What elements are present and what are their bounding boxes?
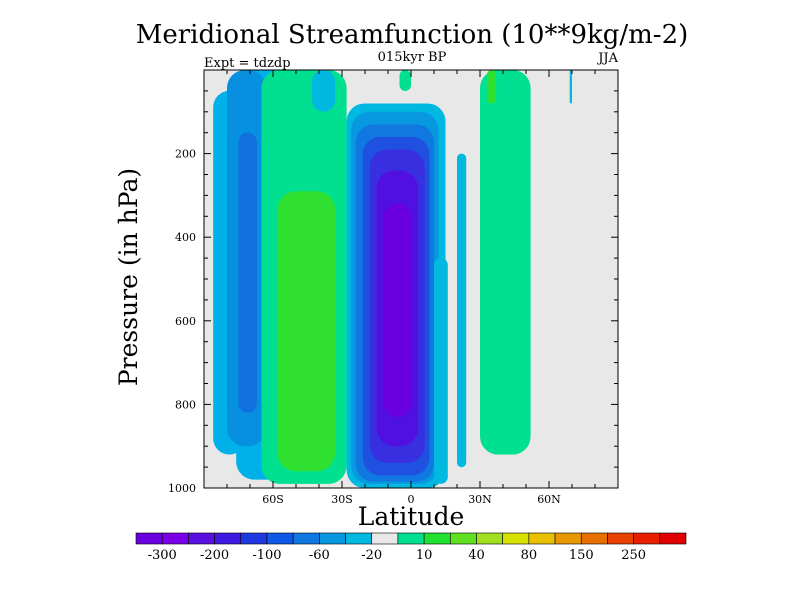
contour-region-16 — [399, 70, 411, 91]
x-tick-label: 30N — [468, 493, 492, 506]
colorbar-box — [161, 532, 189, 545]
colorbar-label: -60 — [309, 548, 330, 563]
contour-regions — [213, 70, 572, 488]
colorbar-box — [580, 532, 608, 545]
colorbar-box — [266, 532, 294, 545]
colorbar-label: 250 — [621, 548, 646, 563]
y-tick-label: 200 — [175, 148, 196, 161]
colorbar-box — [423, 532, 451, 545]
colorbar-label: 40 — [468, 548, 485, 563]
colorbar-box — [449, 532, 477, 545]
colorbar-box — [502, 532, 530, 545]
contour-region-17 — [486, 70, 497, 104]
x-tick-label: 0 — [408, 493, 415, 506]
colorbar-box — [292, 532, 320, 545]
colorbar-box — [659, 532, 687, 545]
colorbar-box — [554, 532, 582, 545]
colorbar-label: 10 — [416, 548, 433, 563]
contour-region-13 — [434, 258, 448, 484]
colorbar-box — [188, 532, 215, 545]
colorbar-label: -20 — [361, 548, 382, 563]
colorbar-box — [345, 532, 373, 545]
colorbar-box — [240, 532, 268, 545]
colorbar-box — [319, 532, 346, 545]
contour-region-12 — [383, 203, 411, 417]
colorbar-label: -300 — [148, 548, 177, 563]
contour-region-15 — [480, 70, 531, 455]
y-tick-label: 600 — [175, 315, 196, 328]
contour-region-14 — [457, 153, 467, 468]
contour-region-18 — [312, 70, 336, 112]
colorbar-box — [135, 532, 163, 545]
x-tick-label: 60S — [262, 493, 284, 506]
experiment-label: Expt = tdzdp — [204, 56, 291, 71]
colorbar-box — [371, 532, 399, 545]
colorbar: -300 -200 -100 -60 -20 10 40 80 150 250 — [135, 532, 687, 563]
colorbar-label: -200 — [200, 548, 229, 563]
x-ticks: 60S 30S 0 30N 60N — [203, 70, 619, 506]
chart-subtitle: 015kyr BP — [378, 50, 447, 65]
colorbar-box — [607, 532, 634, 545]
x-axis-label: Latitude — [358, 502, 465, 531]
y-axis-label: Pressure (in hPa) — [114, 168, 143, 386]
x-tick-label: 30S — [331, 493, 353, 506]
colorbar-box — [633, 532, 661, 545]
colorbar-box — [476, 532, 503, 545]
colorbar-label: 80 — [521, 548, 538, 563]
colorbar-box — [528, 532, 556, 545]
season-label: JJA — [596, 51, 618, 66]
x-tick-label: 60N — [537, 493, 561, 506]
y-tick-label: 1000 — [168, 482, 196, 495]
contour-region-3 — [238, 132, 257, 413]
colorbar-box — [214, 532, 242, 545]
colorbar-label: -100 — [252, 548, 281, 563]
y-tick-label: 400 — [175, 231, 196, 244]
y-ticks: 200 400 600 800 1000 — [168, 69, 618, 495]
colorbar-label: 150 — [569, 548, 594, 563]
colorbar-box — [397, 532, 425, 545]
contour-region-5 — [277, 191, 336, 472]
contour-region-19 — [569, 70, 572, 104]
y-tick-label: 800 — [175, 398, 196, 411]
chart-title: Meridional Streamfunction (10**9kg/m-2) — [136, 20, 689, 50]
